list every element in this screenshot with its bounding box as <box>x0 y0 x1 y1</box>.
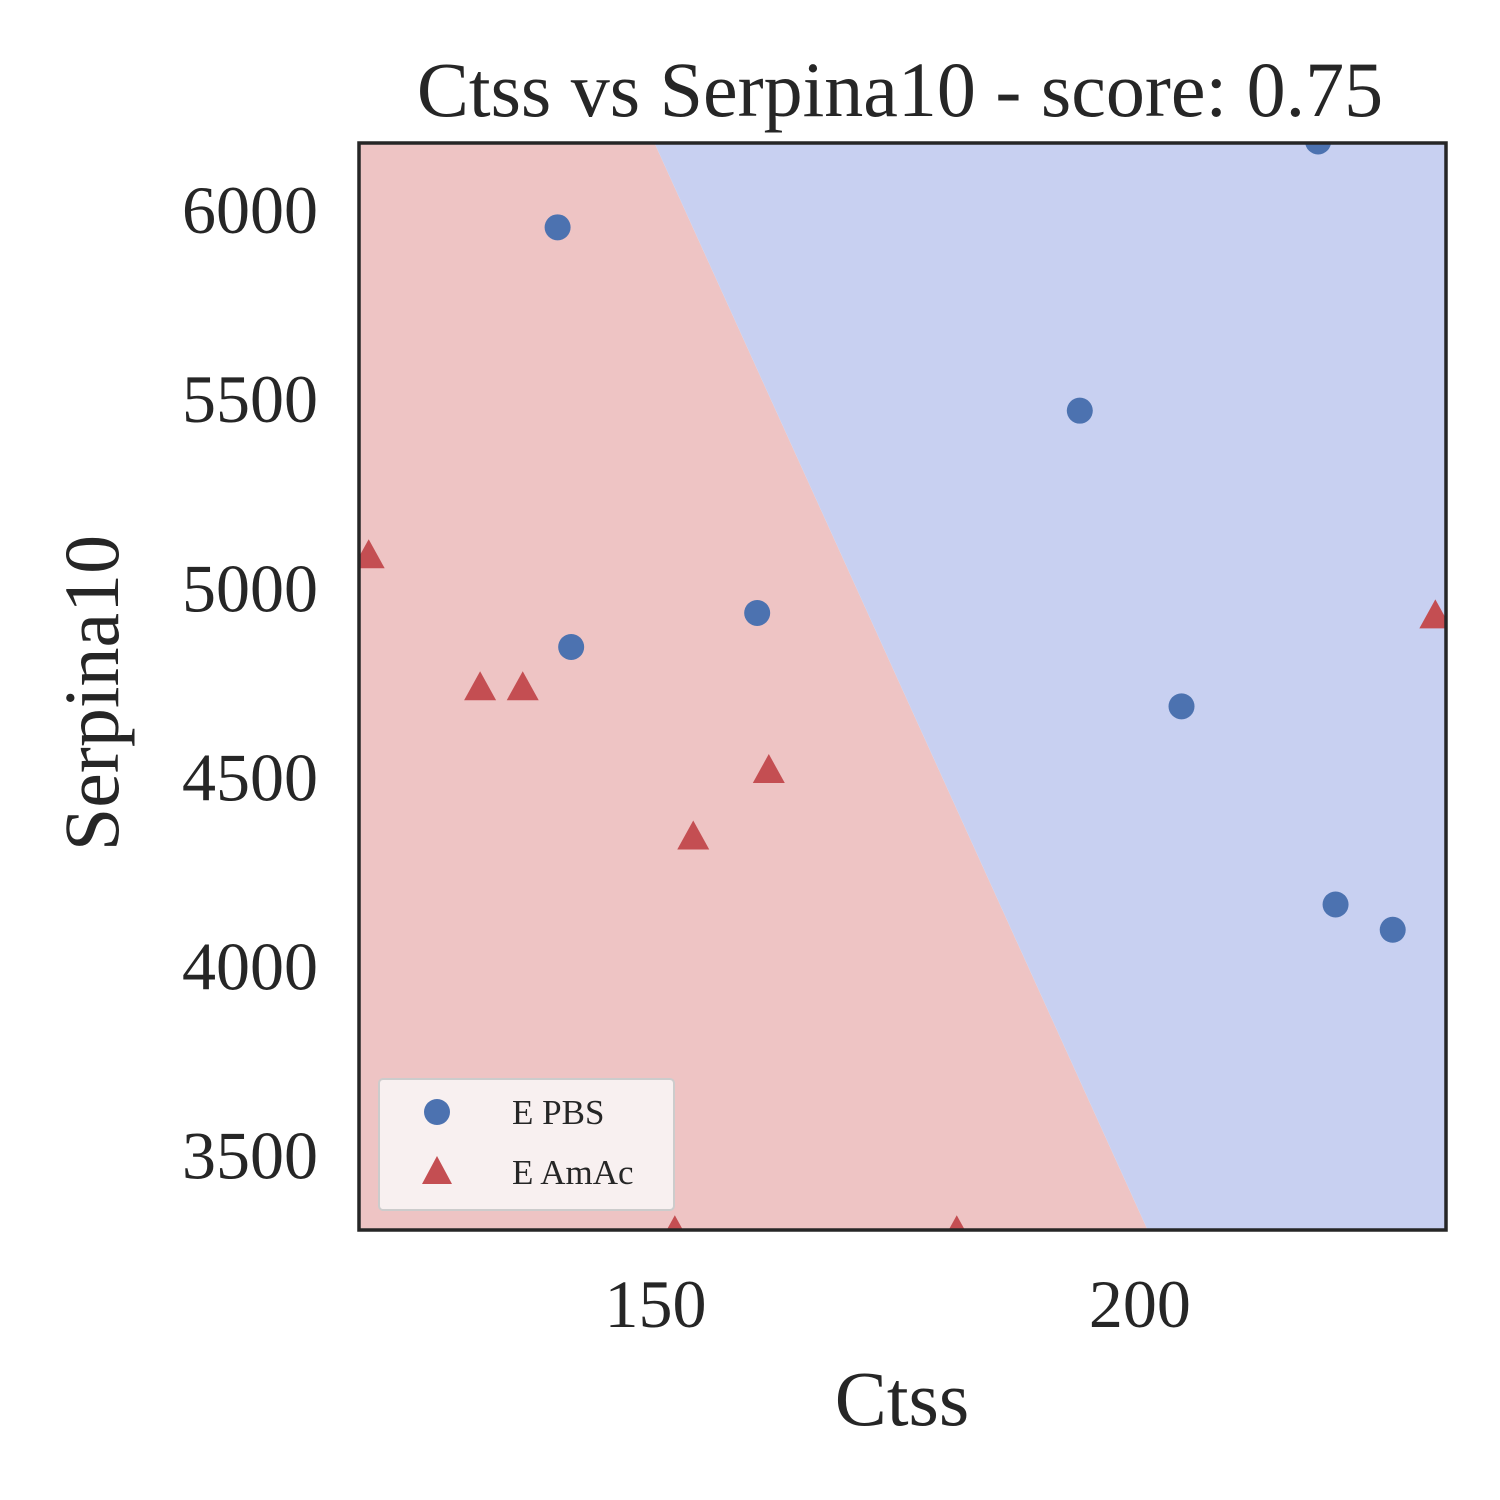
y-tick-label: 4500 <box>182 739 318 815</box>
legend: E PBS E AmAc <box>378 1078 675 1211</box>
legend-marker-e-amac <box>422 1156 452 1184</box>
data-point-e-amac <box>752 754 785 784</box>
data-points <box>359 143 1446 1230</box>
y-axis-ticks: 3500 4000 4500 5000 5500 6000 <box>182 172 318 1193</box>
data-point-e-pbs <box>1379 916 1406 943</box>
data-point-e-pbs <box>1066 397 1093 424</box>
y-tick-label: 4000 <box>182 928 318 1004</box>
data-point-e-amac <box>677 820 710 850</box>
data-point-e-pbs <box>544 214 571 241</box>
x-axis-ticks: 150 200 <box>604 1266 1190 1342</box>
data-point-e-amac <box>506 671 539 701</box>
data-point-e-amac <box>948 1215 965 1230</box>
y-tick-label: 6000 <box>182 172 318 248</box>
data-point-e-pbs <box>1322 891 1349 918</box>
legend-label-e-amac: E AmAc <box>512 1153 634 1192</box>
legend-box <box>378 1078 675 1211</box>
y-tick-label: 5500 <box>182 361 318 437</box>
x-axis-label: Ctss <box>835 1355 969 1442</box>
data-point-e-amac <box>666 1215 683 1230</box>
x-tick-label: 200 <box>1089 1266 1191 1342</box>
legend-marker-e-pbs <box>424 1099 450 1125</box>
legend-label-e-pbs: E PBS <box>512 1093 604 1132</box>
chart-title: Ctss vs Serpina10 - score: 0.75 <box>417 46 1383 133</box>
data-point-e-amac <box>359 539 385 569</box>
data-point-e-pbs <box>744 599 771 626</box>
decision-region-e-pbs <box>654 143 1446 1230</box>
plot-frame <box>357 141 1448 1232</box>
data-point-e-pbs <box>1305 143 1332 155</box>
data-point-e-amac <box>464 671 497 701</box>
data-point-e-amac <box>1419 599 1446 629</box>
data-point-e-pbs <box>1168 693 1195 720</box>
decision-region-e-amac <box>359 143 1148 1230</box>
y-tick-label: 3500 <box>182 1117 318 1193</box>
y-axis-label: Serpina10 <box>48 535 135 851</box>
x-tick-label: 150 <box>604 1266 706 1342</box>
y-tick-label: 5000 <box>182 550 318 626</box>
data-point-e-pbs <box>558 633 585 660</box>
